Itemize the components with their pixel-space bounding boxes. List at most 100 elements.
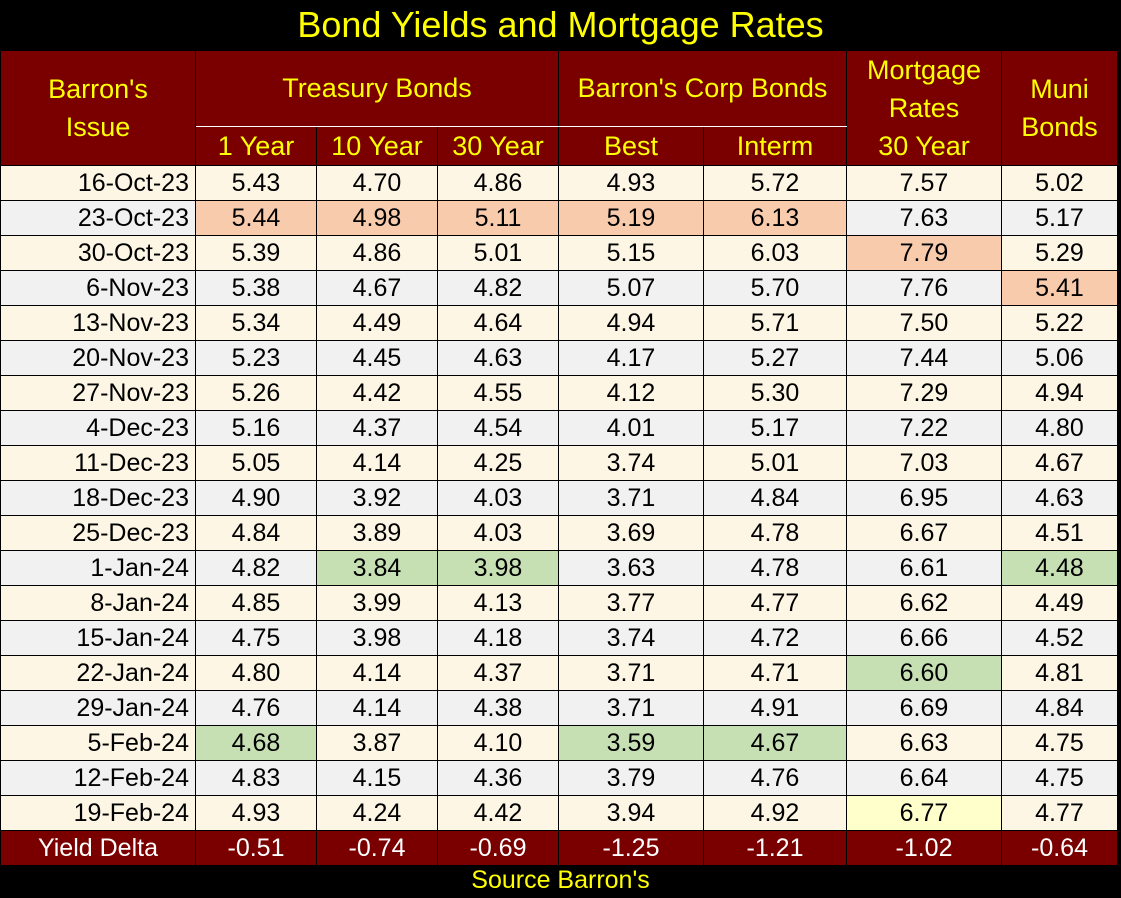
row-date: 25-Dec-23 bbox=[0, 515, 196, 551]
header-10-year: 10 Year bbox=[316, 125, 438, 167]
header-barrons-issue: Barron's Issue bbox=[0, 50, 196, 166]
row-value: 4.93 bbox=[195, 795, 317, 831]
row-value: 4.63 bbox=[1001, 480, 1118, 516]
row-date: 8-Jan-24 bbox=[0, 585, 196, 621]
row-value: 4.83 bbox=[195, 760, 317, 796]
row-value: 3.94 bbox=[558, 795, 704, 831]
row-value: 4.71 bbox=[703, 655, 847, 691]
row-date: 13-Nov-23 bbox=[0, 305, 196, 341]
row-value: 5.01 bbox=[703, 445, 847, 481]
row-value: 6.63 bbox=[846, 725, 1002, 761]
row-value: 4.01 bbox=[558, 410, 704, 446]
row-value: 5.44 bbox=[195, 200, 317, 236]
row-value: 5.30 bbox=[703, 375, 847, 411]
table-row: 27-Nov-23 5.26 4.42 4.55 4.12 5.30 7.29 4.94 bbox=[0, 375, 1118, 411]
header-interm: Interm bbox=[703, 125, 847, 167]
table-row: 23-Oct-23 5.44 4.98 5.11 5.19 6.13 7.63 5.17 bbox=[0, 200, 1118, 236]
row-value: 3.99 bbox=[316, 585, 438, 621]
row-value: 5.38 bbox=[195, 270, 317, 306]
row-value: 4.70 bbox=[316, 165, 438, 201]
row-value: 3.92 bbox=[316, 480, 438, 516]
row-value: 3.89 bbox=[316, 515, 438, 551]
row-value: 4.54 bbox=[437, 410, 559, 446]
row-date: 5-Feb-24 bbox=[0, 725, 196, 761]
table-row: 12-Feb-24 4.83 4.15 4.36 3.79 4.76 6.64 4.75 bbox=[0, 760, 1118, 796]
row-value: 7.03 bbox=[846, 445, 1002, 481]
row-value: 4.36 bbox=[437, 760, 559, 796]
row-value: 4.82 bbox=[437, 270, 559, 306]
row-value: 3.59 bbox=[558, 725, 704, 761]
row-value: 5.23 bbox=[195, 340, 317, 376]
row-value: 4.80 bbox=[1001, 410, 1118, 446]
row-value: 4.24 bbox=[316, 795, 438, 831]
yield-delta-row: Yield Delta -0.51 -0.74 -0.69 -1.25 -1.2… bbox=[0, 830, 1118, 866]
row-value: 7.44 bbox=[846, 340, 1002, 376]
row-value: 4.12 bbox=[558, 375, 704, 411]
row-value: 4.98 bbox=[316, 200, 438, 236]
row-value: 6.13 bbox=[703, 200, 847, 236]
row-value: 4.10 bbox=[437, 725, 559, 761]
row-value: 5.34 bbox=[195, 305, 317, 341]
row-value: 7.79 bbox=[846, 235, 1002, 271]
row-value: 5.70 bbox=[703, 270, 847, 306]
row-value: 4.37 bbox=[316, 410, 438, 446]
header-30-year: 30 Year bbox=[437, 125, 559, 167]
row-date: 16-Oct-23 bbox=[0, 165, 196, 201]
row-value: 4.25 bbox=[437, 445, 559, 481]
table-row: 11-Dec-23 5.05 4.14 4.25 3.74 5.01 7.03 4.67 bbox=[0, 445, 1118, 481]
row-value: 6.61 bbox=[846, 550, 1002, 586]
row-value: 4.49 bbox=[1001, 585, 1118, 621]
row-value: 5.17 bbox=[1001, 200, 1118, 236]
row-value: 4.90 bbox=[195, 480, 317, 516]
row-value: 3.71 bbox=[558, 480, 704, 516]
row-value: 4.84 bbox=[703, 480, 847, 516]
row-value: 4.03 bbox=[437, 515, 559, 551]
row-value: 5.43 bbox=[195, 165, 317, 201]
yield-delta-value: -0.64 bbox=[1001, 830, 1118, 866]
row-value: 4.51 bbox=[1001, 515, 1118, 551]
row-value: 4.76 bbox=[195, 690, 317, 726]
row-value: 4.86 bbox=[316, 235, 438, 271]
row-value: 4.14 bbox=[316, 655, 438, 691]
row-date: 4-Dec-23 bbox=[0, 410, 196, 446]
row-date: 22-Jan-24 bbox=[0, 655, 196, 691]
row-value: 4.67 bbox=[703, 725, 847, 761]
table-row: 20-Nov-23 5.23 4.45 4.63 4.17 5.27 7.44 5.06 bbox=[0, 340, 1118, 376]
row-value: 6.67 bbox=[846, 515, 1002, 551]
row-value: 3.74 bbox=[558, 445, 704, 481]
row-value: 4.63 bbox=[437, 340, 559, 376]
row-date: 15-Jan-24 bbox=[0, 620, 196, 656]
row-value: 6.77 bbox=[846, 795, 1002, 831]
row-value: 4.14 bbox=[316, 445, 438, 481]
row-date: 18-Dec-23 bbox=[0, 480, 196, 516]
row-value: 4.03 bbox=[437, 480, 559, 516]
row-value: 4.81 bbox=[1001, 655, 1118, 691]
row-value: 5.27 bbox=[703, 340, 847, 376]
row-value: 4.84 bbox=[195, 515, 317, 551]
row-value: 4.13 bbox=[437, 585, 559, 621]
row-value: 4.77 bbox=[703, 585, 847, 621]
row-value: 4.91 bbox=[703, 690, 847, 726]
row-value: 5.19 bbox=[558, 200, 704, 236]
header-mortgage-rates: Mortgage Rates 30 Year bbox=[846, 50, 1002, 166]
row-value: 5.05 bbox=[195, 445, 317, 481]
row-value: 4.49 bbox=[316, 305, 438, 341]
row-value: 7.57 bbox=[846, 165, 1002, 201]
row-value: 4.94 bbox=[1001, 375, 1118, 411]
table-row: 6-Nov-23 5.38 4.67 4.82 5.07 5.70 7.76 5.41 bbox=[0, 270, 1118, 306]
page-title: Bond Yields and Mortgage Rates bbox=[297, 4, 824, 45]
row-value: 4.85 bbox=[195, 585, 317, 621]
row-date: 23-Oct-23 bbox=[0, 200, 196, 236]
row-value: 7.63 bbox=[846, 200, 1002, 236]
row-date: 20-Nov-23 bbox=[0, 340, 196, 376]
row-value: 4.84 bbox=[1001, 690, 1118, 726]
row-value: 5.71 bbox=[703, 305, 847, 341]
row-value: 4.80 bbox=[195, 655, 317, 691]
row-value: 4.52 bbox=[1001, 620, 1118, 656]
row-value: 4.64 bbox=[437, 305, 559, 341]
row-value: 5.22 bbox=[1001, 305, 1118, 341]
yield-delta-value: -1.21 bbox=[703, 830, 847, 866]
table-row: 4-Dec-23 5.16 4.37 4.54 4.01 5.17 7.22 4.80 bbox=[0, 410, 1118, 446]
row-value: 4.14 bbox=[316, 690, 438, 726]
row-date: 29-Jan-24 bbox=[0, 690, 196, 726]
